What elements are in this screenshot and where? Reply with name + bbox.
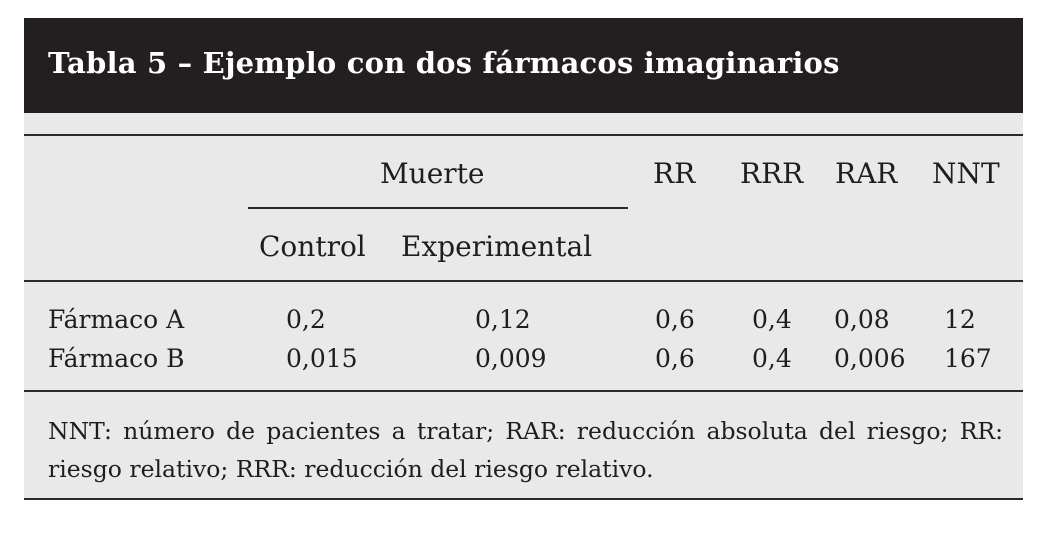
row-b-experimental: 0,009 bbox=[475, 344, 547, 373]
row-a-nnt: 12 bbox=[944, 305, 976, 334]
body-bottom-rule bbox=[24, 390, 1023, 392]
row-a-rar: 0,08 bbox=[834, 305, 890, 334]
header-nnt: NNT bbox=[932, 157, 1000, 190]
header-bottom-rule bbox=[24, 280, 1023, 282]
row-b-rr: 0,6 bbox=[655, 344, 695, 373]
row-a-experimental: 0,12 bbox=[475, 305, 531, 334]
row-b-rar: 0,006 bbox=[834, 344, 906, 373]
row-b-nnt: 167 bbox=[944, 344, 992, 373]
row-a-rrr: 0,4 bbox=[752, 305, 792, 334]
header-top-rule bbox=[24, 134, 1023, 136]
title-bar: Tabla 5 – Ejemplo con dos fármacos imagi… bbox=[24, 18, 1023, 113]
row-a-name: Fármaco A bbox=[48, 305, 185, 334]
row-a-control: 0,2 bbox=[286, 305, 326, 334]
muerte-underline bbox=[248, 207, 628, 209]
header-rar: RAR bbox=[835, 157, 898, 190]
row-b-name: Fármaco B bbox=[48, 344, 185, 373]
table-title: Tabla 5 – Ejemplo con dos fármacos imagi… bbox=[48, 46, 840, 80]
row-b-control: 0,015 bbox=[286, 344, 358, 373]
row-b-rrr: 0,4 bbox=[752, 344, 792, 373]
table-footnote: NNT: número de pacientes a tratar; RAR: … bbox=[48, 417, 1003, 483]
header-rr: RR bbox=[653, 157, 696, 190]
header-experimental: Experimental bbox=[401, 230, 593, 263]
table: Tabla 5 – Ejemplo con dos fármacos imagi… bbox=[24, 18, 1023, 500]
row-a-rr: 0,6 bbox=[655, 305, 695, 334]
header-rrr: RRR bbox=[740, 157, 804, 190]
table-bottom-rule bbox=[24, 498, 1023, 500]
header-muerte: Muerte bbox=[380, 157, 485, 190]
header-control: Control bbox=[259, 230, 366, 263]
